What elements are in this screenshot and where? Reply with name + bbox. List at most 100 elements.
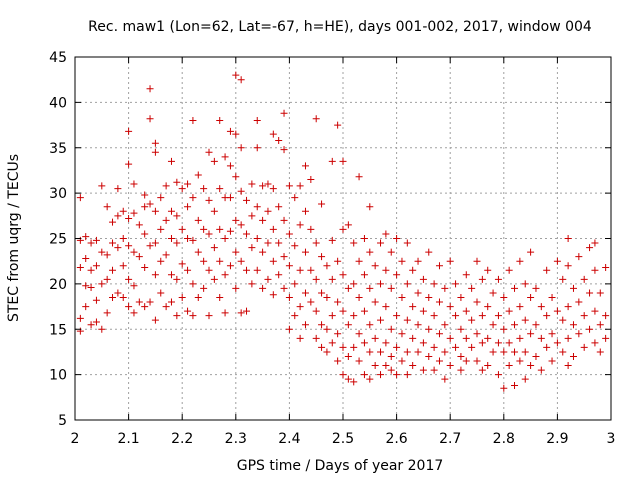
data-point	[173, 212, 181, 220]
data-point	[543, 312, 551, 320]
data-point	[135, 221, 143, 229]
data-point	[457, 325, 465, 333]
data-point	[285, 293, 293, 301]
data-point	[312, 307, 320, 315]
data-point	[205, 230, 213, 238]
data-point	[114, 244, 122, 252]
data-point	[494, 339, 502, 347]
data-point	[409, 362, 417, 370]
data-point	[232, 130, 240, 138]
data-point	[173, 178, 181, 186]
data-point	[291, 312, 299, 320]
data-point	[82, 254, 90, 262]
data-point	[243, 196, 251, 204]
data-point	[527, 293, 535, 301]
data-point	[296, 303, 304, 311]
data-point	[457, 352, 465, 360]
x-tick-label: 2	[71, 431, 80, 447]
data-point	[221, 153, 229, 161]
data-point	[318, 253, 326, 261]
data-point	[500, 348, 508, 356]
data-point	[430, 343, 438, 351]
data-point	[393, 343, 401, 351]
data-point	[484, 266, 492, 274]
data-point	[312, 239, 320, 247]
data-point	[387, 284, 395, 292]
data-point	[318, 343, 326, 351]
data-point	[339, 343, 347, 351]
data-point	[430, 366, 438, 374]
data-point	[468, 316, 476, 324]
data-point	[237, 221, 245, 229]
data-point	[82, 233, 90, 241]
data-point	[360, 307, 368, 315]
data-point	[205, 312, 213, 320]
data-point	[92, 318, 100, 326]
data-point	[371, 298, 379, 306]
data-point	[425, 248, 433, 256]
data-point	[167, 235, 175, 242]
data-point	[328, 236, 336, 244]
data-point	[232, 216, 240, 224]
data-point	[141, 264, 149, 272]
data-point	[280, 216, 288, 224]
data-point	[87, 266, 95, 274]
data-point	[521, 316, 529, 324]
data-point	[184, 235, 192, 242]
data-point	[328, 157, 336, 165]
data-point	[162, 216, 170, 224]
x-axis-title: GPS time / Days of year 2017	[237, 458, 444, 474]
data-point	[119, 207, 127, 215]
data-point	[301, 321, 309, 329]
data-point	[248, 180, 256, 188]
data-point	[371, 262, 379, 270]
data-point	[312, 115, 320, 123]
data-point	[441, 321, 449, 329]
data-point	[586, 244, 594, 252]
data-point	[339, 225, 347, 233]
data-point	[473, 298, 481, 306]
data-point	[414, 348, 422, 356]
data-point	[430, 312, 438, 320]
data-point	[435, 330, 443, 338]
data-point	[141, 191, 149, 199]
data-point	[125, 275, 133, 283]
data-point	[205, 148, 213, 156]
data-point	[494, 371, 502, 379]
data-point	[216, 257, 224, 265]
data-point	[114, 212, 122, 220]
x-tick-label: 2.5	[332, 431, 354, 447]
data-point	[543, 266, 551, 274]
data-point	[259, 248, 267, 256]
data-point	[489, 348, 497, 356]
data-point	[125, 127, 133, 135]
data-point	[484, 334, 492, 342]
data-point	[221, 235, 229, 242]
data-point	[591, 307, 599, 315]
data-point	[194, 171, 202, 179]
data-point	[344, 284, 352, 292]
data-point	[344, 352, 352, 360]
data-point	[537, 366, 545, 374]
data-point	[537, 334, 545, 342]
data-point	[178, 293, 186, 301]
data-point	[462, 357, 470, 365]
data-point	[280, 284, 288, 292]
data-point	[419, 275, 427, 283]
data-point	[285, 262, 293, 270]
data-point	[178, 185, 186, 193]
data-point	[521, 280, 529, 288]
data-point	[307, 225, 315, 233]
data-point	[511, 382, 519, 390]
data-point	[87, 239, 95, 247]
data-point	[446, 362, 454, 370]
data-point	[398, 357, 406, 365]
data-point	[403, 316, 411, 324]
data-point	[221, 309, 229, 317]
data-point	[393, 235, 401, 242]
grid-layer	[75, 57, 611, 420]
data-point	[130, 248, 138, 256]
data-point	[291, 242, 299, 250]
data-point	[248, 280, 256, 288]
data-point	[398, 293, 406, 301]
